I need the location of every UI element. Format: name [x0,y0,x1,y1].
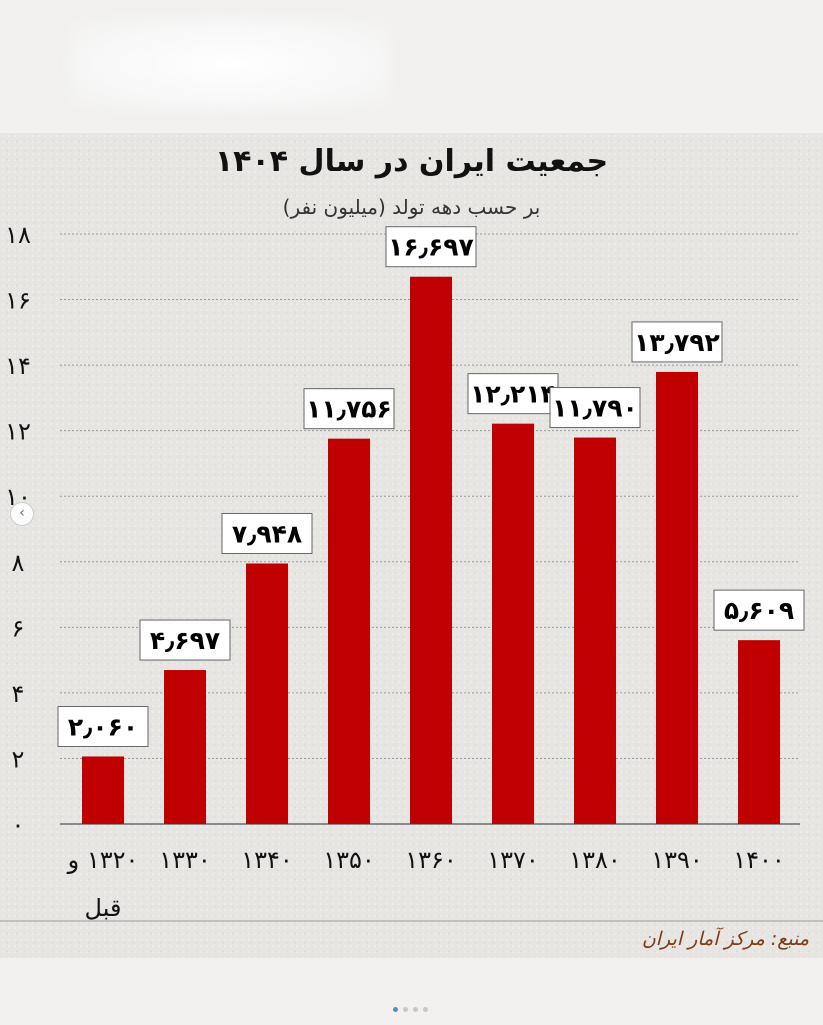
bar [738,640,780,824]
carousel-dots [393,1007,428,1012]
carousel-dot[interactable] [423,1007,428,1012]
bar [246,563,288,824]
y-tick-label: ۰ [12,811,25,839]
x-tick-label: ۱۳۴۰ [241,846,293,874]
y-tick-label: ۱۶ [5,287,31,315]
data-label: ۷٫۹۴۸ [232,519,302,548]
data-label: ۱۳٫۷۹۲ [634,328,720,357]
data-label: ۱۶٫۶۹۷ [388,233,474,262]
x-tick-label: ۱۳۳۰ [159,846,211,874]
data-label-box [713,589,805,631]
y-tick-label: ۲ [12,745,25,773]
data-label-box [385,226,477,268]
bar [492,423,534,824]
bar [656,371,698,824]
bar [164,670,206,824]
chevron-left-icon[interactable]: ‹ [10,502,34,526]
carousel-dot[interactable] [413,1007,418,1012]
y-tick-label: ۶ [12,614,25,642]
data-label: ۱۲٫۲۱۴ [470,380,556,409]
data-label-box [57,705,149,747]
x-tick-label: ۱۴۰۰ [733,846,785,874]
data-label-box [631,321,723,363]
x-tick-label: ۱۳۲۰ و [67,846,139,874]
x-tick-label: ۱۳۸۰ [569,846,621,874]
bar [328,438,370,824]
carousel-dot[interactable] [403,1007,408,1012]
data-label-box [303,388,395,430]
blurred-header-area [70,18,390,110]
x-tick-label: قبل [85,894,122,922]
x-tick-label: ۱۳۹۰ [651,846,703,874]
chart-subtitle: بر حسب دهه تولد (میلیون نفر) [282,195,541,219]
y-tick-label: ۱۸ [5,221,31,249]
chart-title: جمعیت ایران در سال ۱۴۰۴ [214,144,609,179]
data-label-box [549,387,641,429]
y-tick-label: ۱۲ [5,418,31,446]
data-label: ۱۱٫۷۵۶ [306,395,392,424]
data-label: ۵٫۶۰۹ [724,596,794,625]
data-label-box [221,512,313,554]
y-tick-label: ۱۴ [5,352,31,380]
bar [574,437,616,824]
source-note: منبع: مرکز آمار ایران [641,928,809,950]
data-label: ۲٫۰۶۰ [68,712,138,741]
bar [410,276,452,824]
data-label-box [139,619,231,661]
carousel-dot[interactable] [393,1007,398,1012]
data-label: ۱۱٫۷۹۰ [552,394,638,423]
data-label: ۴٫۶۹۷ [150,626,220,655]
x-tick-label: ۱۳۶۰ [405,846,457,874]
x-tick-label: ۱۳۵۰ [323,846,375,874]
y-tick-label: ۸ [12,549,25,577]
x-tick-label: ۱۳۷۰ [487,846,539,874]
bar [82,756,124,824]
y-tick-label: ۴ [12,680,25,708]
data-label-box [467,373,559,415]
